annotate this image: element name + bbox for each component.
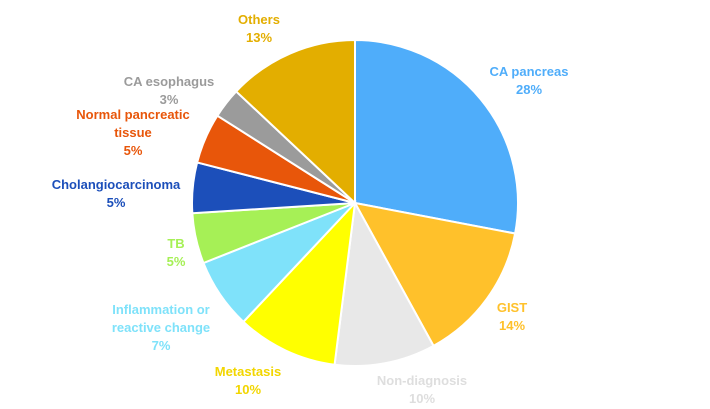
pie-slice-gist <box>353 201 517 348</box>
slice-label-cholangiocarcinoma: Cholangiocarcinoma 5% <box>52 177 181 210</box>
slice-label-others: Others 13% <box>238 12 280 45</box>
slice-label-ca-pancreas: CA pancreas 28% <box>490 64 569 97</box>
pie-slices <box>190 38 519 367</box>
pie-slice-metastasis <box>242 200 357 366</box>
slice-label-non-diagnosis: Non-diagnosis 10% <box>377 373 467 406</box>
pie-slice-others <box>234 38 356 206</box>
pie-slice-ca-pancreas <box>354 38 519 235</box>
pie-labels: CA pancreas 28% GIST 14% Non-diagnosis 10% Met… <box>52 12 569 406</box>
slice-label-gist: GIST 14% <box>497 300 527 333</box>
slice-label-ca-esophagus: CA esophagus 3% <box>124 74 215 107</box>
slice-label-normal-pancreatic-tissue: Normal pancreatic tissue 5% <box>76 107 189 158</box>
slice-label-inflammation-or-reactive-change: Inflammation or reactive change 7% <box>112 302 210 353</box>
slice-label-tb: TB 5% <box>167 236 186 269</box>
slice-label-metastasis: Metastasis 10% <box>215 364 281 397</box>
pie-slice-non-diagnosis <box>333 199 435 367</box>
